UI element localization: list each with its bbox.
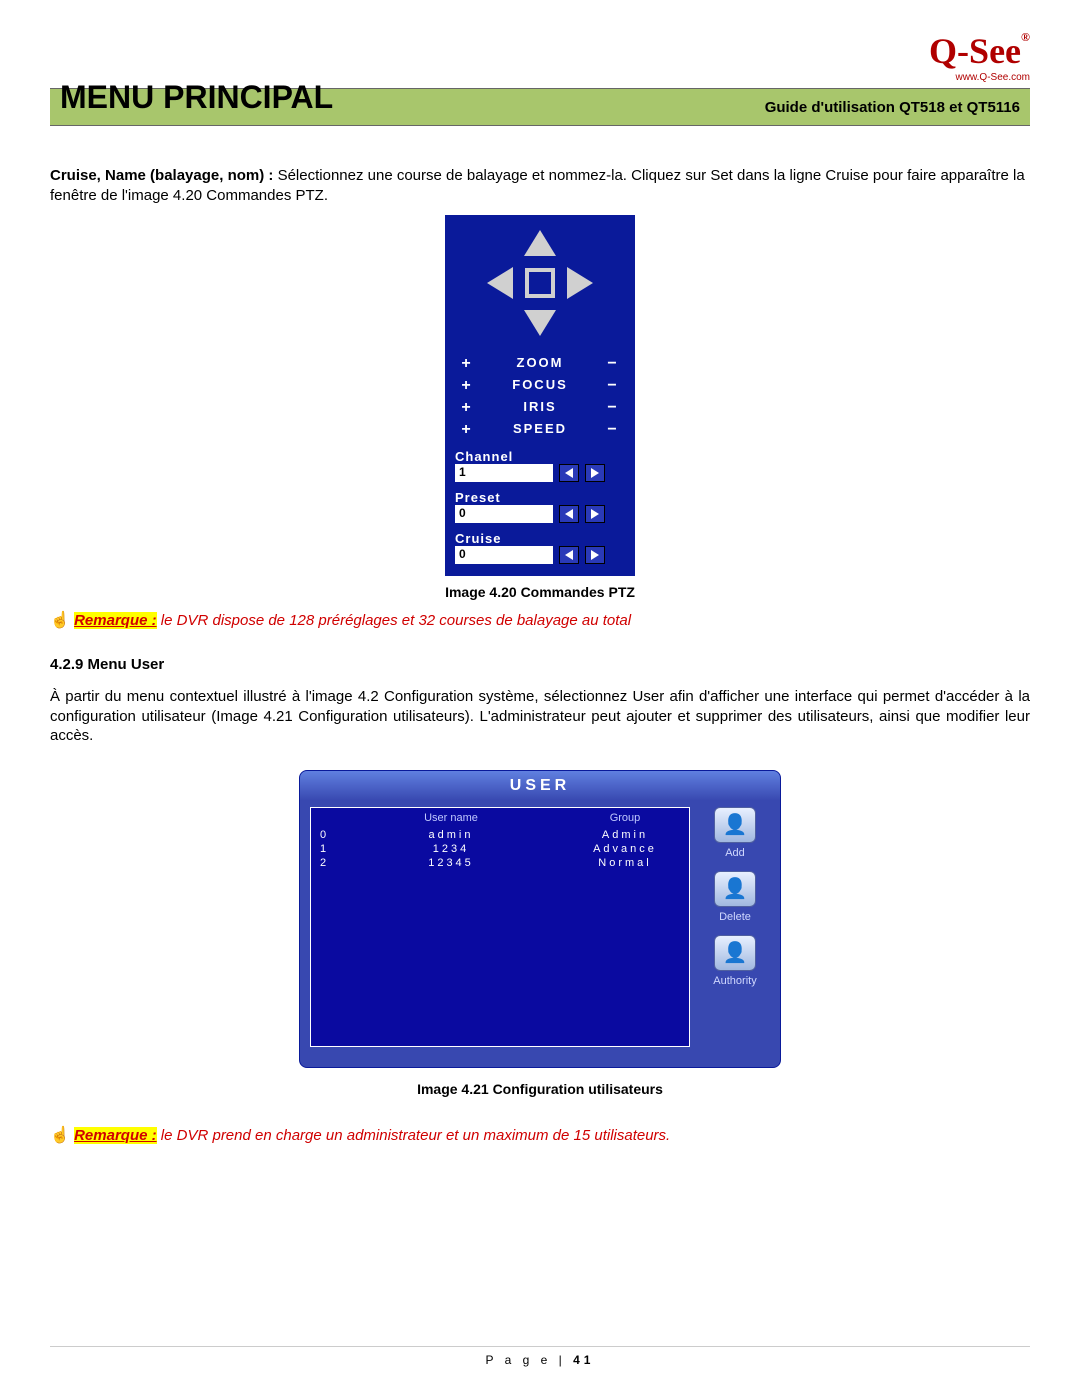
remark1-text: le DVR dispose de 128 préréglages et 32 …	[157, 612, 631, 629]
channel-label: Channel	[455, 449, 625, 464]
header-bar: MENU PRINCIPAL Guide d'utilisation QT518…	[50, 88, 1030, 126]
user-title: USER	[300, 771, 780, 801]
user-caption: Image 4.21 Configuration utilisateurs	[50, 1081, 1030, 1097]
remark2-label: Remarque :	[74, 1127, 157, 1144]
plus-button[interactable]: +	[459, 421, 475, 439]
channel-next[interactable]	[585, 464, 605, 482]
preset-label: Preset	[455, 490, 625, 505]
channel-prev[interactable]	[559, 464, 579, 482]
minus-button[interactable]: −	[605, 399, 621, 417]
user-row-idx: 0	[315, 829, 331, 841]
preset-prev[interactable]	[559, 505, 579, 523]
add-user-icon: 👤	[714, 807, 756, 843]
logo-url: www.Q-See.com	[929, 72, 1030, 83]
cruise-label: Cruise	[455, 531, 625, 546]
dpad-left[interactable]	[480, 263, 520, 303]
cruise-next[interactable]	[585, 546, 605, 564]
intro-bold: Cruise, Name (balayage, nom) :	[50, 167, 273, 184]
user-list: User name Group 0adminAdmin11234Advance2…	[310, 807, 690, 1047]
user-row-group: Admin	[565, 829, 685, 841]
remark2-text: le DVR prend en charge un administrateur…	[157, 1127, 671, 1144]
user-panel: USER User name Group 0adminAdmin11234Adv…	[299, 770, 781, 1068]
guide-title: Guide d'utilisation QT518 et QT5116	[765, 99, 1020, 116]
plus-button[interactable]: +	[459, 377, 475, 395]
page-footer: P a g e | 41	[50, 1346, 1030, 1367]
ptz-control-row: + SPEED −	[455, 419, 625, 441]
dpad-center[interactable]	[520, 263, 560, 303]
user-row-name: admin	[331, 829, 565, 841]
add-button[interactable]: 👤 Add	[703, 807, 767, 859]
cruise-prev[interactable]	[559, 546, 579, 564]
minus-button[interactable]: −	[605, 355, 621, 373]
remark1-label: Remarque :	[74, 612, 157, 629]
hand-icon: ☝	[50, 1125, 70, 1145]
logo-text: Q-Q-SeeSee®	[929, 30, 1030, 72]
figure-user: USER User name Group 0adminAdmin11234Adv…	[50, 756, 1030, 1097]
section-heading: 4.2.9 Menu User	[50, 656, 1030, 673]
channel-input[interactable]: 1	[455, 464, 553, 482]
user-row-idx: 2	[315, 857, 331, 869]
ptz-control-label: ZOOM	[517, 355, 564, 373]
user-row[interactable]: 212345Normal	[315, 856, 685, 870]
section-para: À partir du menu contextuel illustré à l…	[50, 687, 1030, 746]
ptz-control-label: FOCUS	[512, 377, 568, 395]
footer-num: 41	[573, 1353, 594, 1367]
ptz-control-row: + ZOOM −	[455, 353, 625, 375]
user-row[interactable]: 11234Advance	[315, 842, 685, 856]
footer-prefix: P a g e |	[486, 1353, 574, 1367]
user-row-group: Normal	[565, 857, 685, 869]
minus-button[interactable]: −	[605, 421, 621, 439]
dpad	[455, 223, 625, 343]
preset-input[interactable]: 0	[455, 505, 553, 523]
document-page: Q-Q-SeeSee® www.Q-See.com MENU PRINCIPAL…	[0, 0, 1080, 1397]
hand-icon: ☝	[50, 610, 70, 630]
delete-button[interactable]: 👤 Delete	[703, 871, 767, 923]
logo-block: Q-Q-SeeSee® www.Q-See.com	[929, 30, 1030, 83]
ptz-control-label: SPEED	[513, 421, 567, 439]
ptz-caption: Image 4.20 Commandes PTZ	[50, 584, 1030, 600]
remark-2: ☝ Remarque : le DVR prend en charge un a…	[50, 1125, 1030, 1145]
dpad-right[interactable]	[560, 263, 600, 303]
user-row-name: 1234	[331, 843, 565, 855]
user-side-buttons: 👤 Add 👤 Delete 👤 Authority	[700, 807, 770, 1047]
ptz-control-label: IRIS	[523, 399, 556, 417]
ptz-control-row: + FOCUS −	[455, 375, 625, 397]
col-username: User name	[331, 812, 565, 824]
col-group: Group	[565, 812, 685, 824]
dpad-up[interactable]	[520, 223, 560, 263]
intro-paragraph: Cruise, Name (balayage, nom) : Sélection…	[50, 166, 1030, 205]
ptz-panel: + ZOOM − + FOCUS − + IRIS − + SPEED − Channel 1 Pre…	[445, 215, 635, 576]
authority-button[interactable]: 👤 Authority	[703, 935, 767, 987]
user-row-name: 12345	[331, 857, 565, 869]
minus-button[interactable]: −	[605, 377, 621, 395]
remark-1: ☝ Remarque : le DVR dispose de 128 préré…	[50, 610, 1030, 630]
figure-ptz: + ZOOM − + FOCUS − + IRIS − + SPEED − Channel 1 Pre…	[50, 215, 1030, 600]
ptz-control-row: + IRIS −	[455, 397, 625, 419]
authority-icon: 👤	[714, 935, 756, 971]
cruise-input[interactable]: 0	[455, 546, 553, 564]
plus-button[interactable]: +	[459, 355, 475, 373]
dpad-down[interactable]	[520, 303, 560, 343]
delete-user-icon: 👤	[714, 871, 756, 907]
user-row[interactable]: 0adminAdmin	[315, 828, 685, 842]
plus-button[interactable]: +	[459, 399, 475, 417]
preset-next[interactable]	[585, 505, 605, 523]
user-row-group: Advance	[565, 843, 685, 855]
page-title: MENU PRINCIPAL	[60, 79, 333, 116]
user-row-idx: 1	[315, 843, 331, 855]
